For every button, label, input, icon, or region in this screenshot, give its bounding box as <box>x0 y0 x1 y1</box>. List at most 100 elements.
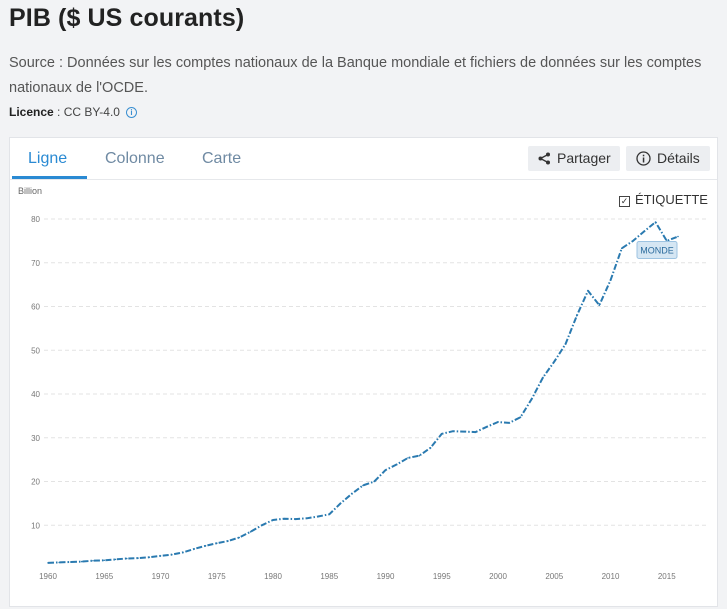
data-point <box>362 484 364 487</box>
data-point <box>542 376 544 379</box>
data-point <box>215 542 218 544</box>
data-point <box>260 524 263 527</box>
data-point <box>485 426 488 428</box>
data-point <box>148 556 151 558</box>
data-point <box>395 463 398 466</box>
data-point <box>632 240 634 242</box>
share-icon <box>538 152 550 165</box>
y-tick-label: 50 <box>31 346 40 355</box>
data-point <box>125 557 128 560</box>
details-button[interactable]: Détails <box>626 146 710 171</box>
data-point <box>339 502 342 505</box>
x-tick-label: 1980 <box>264 572 282 581</box>
data-point <box>69 561 72 563</box>
licence-value: : CC BY-4.0 <box>53 105 120 119</box>
data-point <box>373 480 376 483</box>
checkbox-checked-icon[interactable]: ✓ <box>619 196 630 207</box>
page-title: PIB ($ US courants) <box>9 4 245 32</box>
data-point <box>58 561 61 564</box>
chart-card: Ligne Colonne Carte Partager Détails Bil… <box>9 137 718 607</box>
y-tick-label: 80 <box>31 215 40 224</box>
details-label: Détails <box>657 150 700 166</box>
tab-ligne[interactable]: Ligne <box>28 150 68 167</box>
data-point <box>553 360 556 363</box>
data-point <box>249 531 252 533</box>
data-point <box>182 551 184 554</box>
data-point <box>530 398 533 400</box>
data-point <box>598 304 601 306</box>
x-tick-label: 1970 <box>152 572 170 581</box>
x-tick-label: 1965 <box>95 572 113 581</box>
data-point <box>272 519 274 521</box>
x-tick-label: 2005 <box>545 572 563 581</box>
data-point <box>159 555 162 557</box>
data-point <box>564 343 567 345</box>
data-point <box>114 558 117 561</box>
data-point <box>137 557 139 559</box>
data-point <box>474 431 477 433</box>
data-point <box>418 454 421 457</box>
share-button[interactable]: Partager <box>528 146 620 171</box>
y-tick-label: 40 <box>31 390 40 399</box>
data-point <box>508 422 511 424</box>
data-point <box>103 559 106 562</box>
tab-carte[interactable]: Carte <box>202 150 242 167</box>
data-point <box>620 247 623 250</box>
y-tick-label: 20 <box>31 478 40 487</box>
data-point <box>407 457 409 459</box>
data-point <box>643 230 646 233</box>
data-point <box>294 518 297 520</box>
chart-tabs: Ligne Colonne Carte Partager Détails <box>10 138 717 180</box>
data-point <box>350 492 353 495</box>
data-point <box>452 430 454 432</box>
data-point <box>654 221 657 223</box>
data-point <box>47 562 49 564</box>
y-axis-label: Billion <box>18 186 42 196</box>
y-tick-label: 10 <box>31 521 40 530</box>
data-point <box>575 314 578 317</box>
data-point <box>519 416 522 418</box>
data-point <box>463 430 466 433</box>
data-point <box>204 545 207 547</box>
x-tick-label: 2000 <box>489 572 507 581</box>
data-point <box>305 517 308 520</box>
data-point <box>238 536 241 539</box>
data-point <box>92 559 94 562</box>
data-point <box>283 517 286 520</box>
data-point <box>227 540 229 542</box>
series-line-monde <box>47 221 679 564</box>
etiquette-toggle[interactable]: ✓ ÉTIQUETTE <box>619 192 708 207</box>
x-tick-label: 1975 <box>208 572 226 581</box>
line-chart: Billion 10 20 30 40 50 60 70 80 1960 1965 1970 1975 1… <box>18 186 707 581</box>
data-point <box>497 421 499 423</box>
info-icon[interactable]: i <box>125 107 137 118</box>
tab-colonne[interactable]: Colonne <box>105 150 165 167</box>
x-tick-label: 1995 <box>433 572 451 581</box>
x-tick-label: 2010 <box>602 572 620 581</box>
series-label-box <box>636 241 678 259</box>
data-point <box>587 289 589 292</box>
data-point <box>317 515 319 518</box>
data-point <box>440 433 443 435</box>
data-point <box>170 553 173 556</box>
x-tick-label: 1960 <box>39 572 57 581</box>
info-circle-icon <box>636 151 651 166</box>
series-label: MONDE <box>640 246 674 256</box>
licence-label: Licence <box>9 105 54 119</box>
x-tick-label: 1990 <box>377 572 395 581</box>
y-tick-label: 70 <box>31 259 40 268</box>
data-point <box>609 279 612 282</box>
data-point <box>384 469 387 471</box>
data-point <box>677 235 679 238</box>
x-tick-label: 2015 <box>658 572 676 581</box>
data-point <box>80 560 83 563</box>
licence: Licence : CC BY-4.0 i <box>9 105 137 119</box>
active-tab-indicator <box>12 176 87 179</box>
source-text: Source : Données sur les comptes nationa… <box>9 55 702 96</box>
data-point <box>328 513 331 516</box>
y-tick-label: 30 <box>31 434 40 443</box>
y-tick-label: 60 <box>31 303 40 312</box>
etiquette-label: ÉTIQUETTE <box>635 192 708 207</box>
data-point <box>193 548 196 550</box>
data-point <box>429 447 432 449</box>
